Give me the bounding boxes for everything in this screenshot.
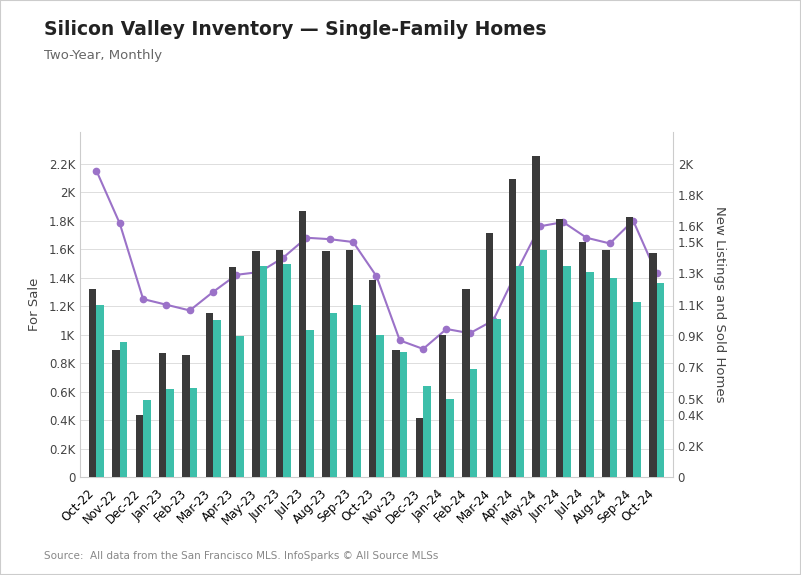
For Sale [441,325,451,332]
For Sale [395,337,405,344]
For Sale [348,239,358,246]
For Sale [418,346,428,352]
Bar [229,267,236,477]
For Sale [372,273,381,279]
Bar [376,335,384,477]
Bar [485,233,493,477]
Bar [112,350,120,477]
Bar [563,266,570,477]
Y-axis label: For Sale: For Sale [27,278,41,331]
Bar [89,289,96,477]
For Sale [231,271,241,278]
Bar [190,388,197,477]
Bar [610,278,618,477]
Bar [276,250,283,477]
Bar [493,319,501,477]
For Sale [208,289,218,296]
For Sale [582,234,591,241]
Bar [236,336,244,477]
Bar [213,320,220,477]
Text: Source:  All data from the San Francisco MLS. InfoSparks © All Source MLSs: Source: All data from the San Francisco … [44,551,438,561]
Bar [143,400,151,477]
Bar [96,305,104,477]
For Sale [558,218,568,225]
Text: Two-Year, Monthly: Two-Year, Monthly [44,49,162,62]
Bar [307,330,314,477]
Bar [260,266,268,477]
Bar [509,179,517,477]
Bar [470,369,477,477]
Line: For Sale: For Sale [93,168,660,352]
For Sale [162,301,171,308]
Bar [462,289,470,477]
For Sale [325,236,335,243]
Bar [369,279,376,477]
Bar [439,335,446,477]
Bar [283,264,291,477]
Bar [649,253,657,477]
Bar [330,313,337,477]
Bar [556,218,563,477]
Bar [626,217,633,477]
Bar [416,417,423,477]
For Sale [489,317,498,324]
Bar [533,156,540,477]
For Sale [139,296,148,302]
Bar [602,250,610,477]
For Sale [185,307,195,314]
Bar [517,266,524,477]
Y-axis label: New Listings and Sold Homes: New Listings and Sold Homes [714,206,727,403]
For Sale [465,330,475,337]
For Sale [535,223,545,230]
Bar [299,210,307,477]
For Sale [91,167,101,174]
Bar [423,386,431,477]
Text: Silicon Valley Inventory — Single-Family Homes: Silicon Valley Inventory — Single-Family… [44,20,546,39]
Bar [633,302,641,477]
For Sale [605,240,614,247]
Bar [183,355,190,477]
Bar [322,251,330,477]
Bar [167,389,174,477]
Bar [586,272,594,477]
For Sale [302,234,312,241]
Bar [392,350,400,477]
For Sale [115,220,125,227]
Bar [252,251,260,477]
Bar [400,352,407,477]
For Sale [512,269,521,275]
Bar [135,415,143,477]
For Sale [255,269,264,275]
Bar [206,313,213,477]
For Sale [652,270,662,277]
Bar [353,305,360,477]
Bar [346,250,353,477]
Bar [540,250,547,477]
Bar [446,399,454,477]
Bar [120,342,127,477]
Bar [657,283,664,477]
For Sale [628,217,638,224]
For Sale [278,254,288,261]
Bar [579,242,586,477]
Bar [159,354,167,477]
